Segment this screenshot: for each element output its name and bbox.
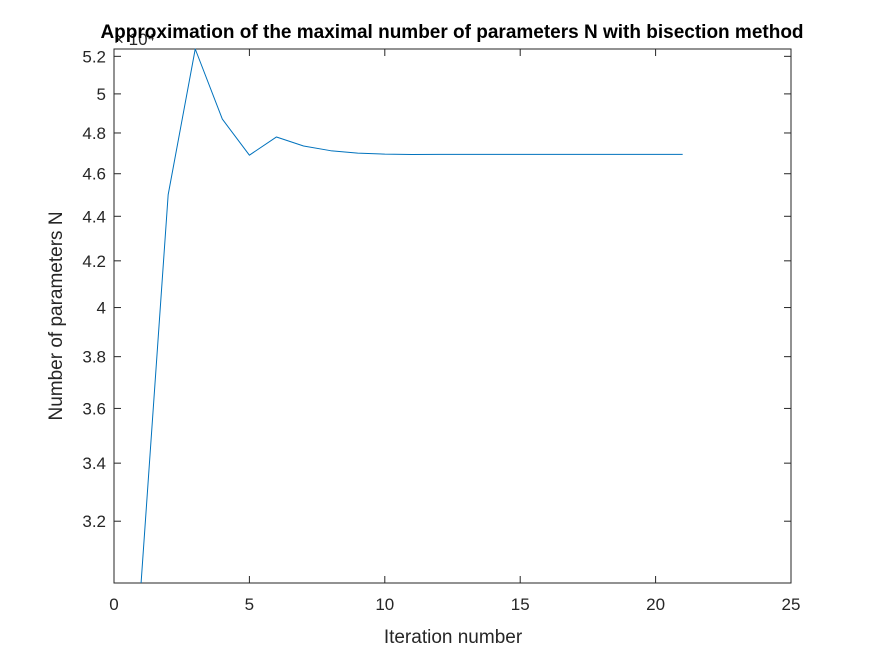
x-tick-label: 20 xyxy=(646,595,665,614)
y-tick-label: 3.8 xyxy=(82,348,106,367)
axes-box xyxy=(113,48,792,584)
y-tick-label: 4 xyxy=(97,299,106,318)
chart-title: Approximation of the maximal number of p… xyxy=(100,22,803,43)
x-axis-ticks: 0 5 10 15 20 25 xyxy=(109,49,800,614)
y-tick-label: 5 xyxy=(97,85,106,104)
y-tick-label: 4.4 xyxy=(82,207,106,226)
series-line xyxy=(140,48,683,584)
x-tick-label: 15 xyxy=(511,595,530,614)
y-tick-label: 5.2 xyxy=(82,47,106,66)
y-axis-exponent-label: × 10⁴ xyxy=(114,30,155,49)
y-tick-label: 4.8 xyxy=(82,124,106,143)
y-tick-label: 4.6 xyxy=(82,165,106,184)
y-axis-ticks: 3.2 3.4 3.6 3.8 4 4.2 4.4 4.6 4.8 5 5.2 xyxy=(82,47,791,531)
x-tick-label: 0 xyxy=(109,595,118,614)
y-tick-label: 3.2 xyxy=(82,512,106,531)
y-tick-label: 4.2 xyxy=(82,252,106,271)
y-tick-label: 3.6 xyxy=(82,399,106,418)
x-tick-label: 25 xyxy=(782,595,801,614)
x-axis-label: Iteration number xyxy=(384,627,523,648)
y-tick-label: 3.4 xyxy=(82,454,106,473)
x-tick-label: 5 xyxy=(245,595,254,614)
y-axis-label: Number of parameters N xyxy=(46,211,67,420)
series-layer xyxy=(140,48,683,584)
x-tick-label: 10 xyxy=(375,595,394,614)
plot-area: 0 5 10 15 20 25 3.2 3.4 3.6 3.8 4 4.2 4.4 4.6 4.8 5 5.2 xyxy=(82,47,800,614)
